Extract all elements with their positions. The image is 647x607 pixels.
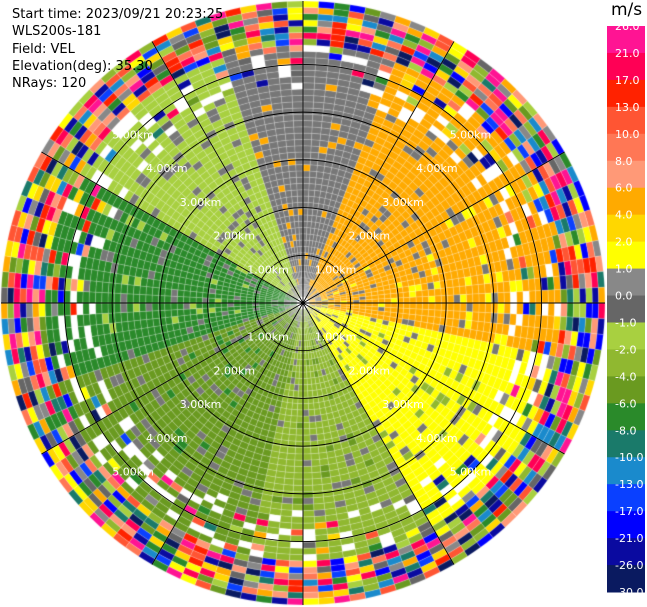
azimuth-line — [151, 302, 304, 565]
range-ring-label: 5.00km — [112, 466, 154, 479]
colorbar-swatch — [607, 322, 645, 350]
range-ring-label: 3.00km — [180, 196, 222, 209]
colorbar-tick-label: 0.0 — [615, 290, 633, 303]
range-ring-label: 3.00km — [382, 196, 424, 209]
colorbar-swatch — [607, 295, 645, 323]
colorbar-swatch — [607, 457, 645, 485]
plot-info: Start time: 2023/09/21 20:23:25 WLS200s-… — [12, 6, 223, 92]
azimuth-line — [41, 151, 304, 304]
colorbar-swatch — [607, 376, 645, 404]
colorbar-tick-label: 17.0 — [615, 74, 640, 87]
colorbar-swatch — [607, 106, 645, 135]
range-ring-label: 5.00km — [450, 128, 492, 141]
field-label: Field: VEL — [12, 41, 75, 57]
colorbar-tick-label: 21.0 — [615, 47, 640, 60]
range-ring-label: 1.00km — [247, 331, 289, 344]
colorbar-swatch — [607, 538, 645, 566]
elevation-label: Elevation(deg): 35.30 — [12, 58, 153, 74]
nrays-label: NRays: 120 — [12, 76, 87, 92]
colorbar-tick-label: 1.0 — [615, 263, 633, 276]
colorbar-tick-label: 6.0 — [615, 182, 633, 195]
range-ring-label: 1.00km — [315, 331, 357, 344]
colorbar-swatch — [607, 133, 645, 162]
range-ring-label: 1.00km — [247, 263, 289, 276]
colorbar-tick-label: -13.0 — [615, 478, 643, 491]
azimuth-line — [151, 41, 304, 304]
colorbar-tick-label: -26.0 — [615, 559, 643, 572]
range-ring-label: 4.00km — [416, 162, 458, 175]
colorbar-unit: m/s — [611, 0, 643, 20]
colorbar-tick-label: -1.0 — [615, 316, 636, 329]
colorbar-swatch — [607, 484, 645, 512]
colorbar-tick-label: -2.0 — [615, 343, 636, 356]
colorbar: 26.0 21.0 17.0 13.0 10.0 8.0 6.0 4.0 2.0 1.0 0.0 -1… — [607, 22, 645, 597]
range-ring-label: 3.00km — [180, 398, 222, 411]
colorbar-swatch — [607, 214, 645, 243]
colorbar-tick-label: -21.0 — [615, 532, 643, 545]
colorbar-swatch — [607, 26, 645, 54]
colorbar-swatch — [607, 565, 645, 593]
range-ring-label: 1.00km — [315, 263, 357, 276]
colorbar-tick-label: -10.0 — [615, 451, 643, 464]
colorbar-tick-label: -30.0 — [615, 586, 643, 597]
range-ring-label: 4.00km — [146, 162, 188, 175]
colorbar-tick-label: -8.0 — [615, 424, 636, 437]
azimuth-line — [41, 302, 304, 455]
colorbar-tick-label: -4.0 — [615, 370, 636, 383]
colorbar-swatch — [607, 187, 645, 216]
azimuth-line — [302, 302, 455, 565]
range-ring-label: 2.00km — [214, 230, 256, 243]
colorbar-tick-label: 2.0 — [615, 236, 633, 249]
range-ring-label: 2.00km — [214, 364, 256, 377]
colorbar-swatch — [607, 511, 645, 539]
range-ring-label: 4.00km — [146, 432, 188, 445]
colorbar-swatch — [607, 268, 645, 297]
range-ring-label: 2.00km — [348, 364, 390, 377]
colorbar-swatch — [607, 241, 645, 270]
colorbar-tick-label: 4.0 — [615, 209, 633, 222]
azimuth-line — [302, 151, 565, 304]
colorbar-tick-label: 8.0 — [615, 155, 633, 168]
colorbar-swatch — [607, 403, 645, 431]
colorbar-swatch — [607, 79, 645, 108]
colorbar-swatch — [607, 52, 645, 81]
colorbar-swatch — [607, 349, 645, 377]
instrument-label: WLS200s-181 — [12, 24, 102, 40]
start-time-label: Start time: 2023/09/21 20:23:25 — [12, 7, 224, 22]
colorbar-tick-label: -17.0 — [615, 505, 643, 518]
range-ring-label: 3.00km — [382, 398, 424, 411]
colorbar-tick-label: -6.0 — [615, 397, 636, 410]
azimuth-line — [302, 41, 455, 304]
range-ring-label: 5.00km — [450, 466, 492, 479]
colorbar-swatch — [607, 430, 645, 458]
range-ring-label: 5.00km — [112, 128, 154, 141]
colorbar-tick-label: 10.0 — [615, 128, 640, 141]
range-ring-label: 2.00km — [348, 230, 390, 243]
colorbar-tick-label: 26.0 — [615, 22, 640, 33]
azimuth-line — [302, 302, 565, 455]
range-ring-label: 4.00km — [416, 432, 458, 445]
colorbar-swatch — [607, 160, 645, 189]
colorbar-tick-label: 13.0 — [615, 101, 640, 114]
